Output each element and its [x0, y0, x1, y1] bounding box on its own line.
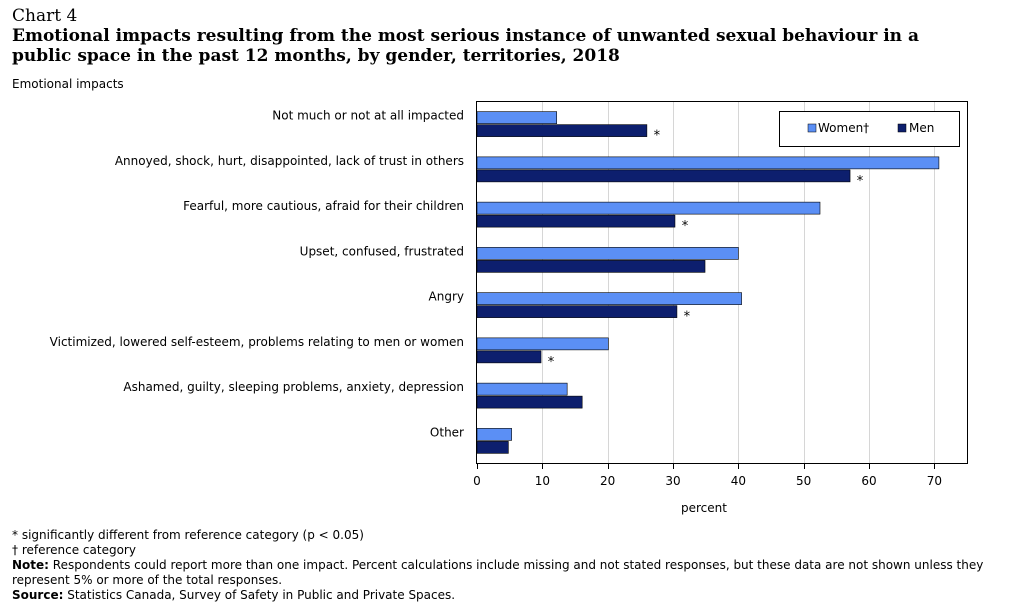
note: Note: Respondents could report more than…: [12, 558, 1012, 588]
category-label: Ashamed, guilty, sleeping problems, anxi…: [123, 380, 464, 394]
x-tick-label: 20: [600, 474, 615, 488]
bars: [476, 111, 940, 454]
legend-label-women: Women†: [818, 121, 869, 135]
x-tick-label: 50: [796, 474, 811, 488]
category-labels: Not much or not at all impacted Annoyed, …: [50, 109, 464, 440]
bar-women: [476, 382, 568, 396]
significance-marker: *: [654, 129, 661, 144]
bar-men: [476, 350, 542, 364]
category-label: Other: [430, 425, 464, 439]
bar-women: [476, 201, 821, 215]
bar-women: [476, 428, 512, 441]
legend-label-men: Men: [909, 121, 934, 135]
x-tick-label: 30: [665, 474, 680, 488]
y-axis-title: Emotional impacts: [12, 77, 124, 91]
bar-men: [476, 214, 676, 228]
source-text: Statistics Canada, Survey of Safety in P…: [63, 588, 456, 602]
category-label: Fearful, more cautious, afraid for their…: [183, 199, 464, 213]
significance-marker: *: [682, 219, 689, 234]
source: Source: Statistics Canada, Survey of Saf…: [12, 588, 1012, 603]
note-text: Respondents could report more than one i…: [12, 558, 984, 587]
bar-women: [476, 292, 742, 305]
x-tick-labels: 0 10 20 30 40 50 60 70: [473, 474, 942, 488]
bar-women: [476, 247, 739, 260]
significance-note: * significantly different from reference…: [12, 528, 364, 542]
legend-swatch-men: [897, 123, 907, 133]
bar-men: [476, 441, 509, 454]
category-label: Angry: [429, 290, 464, 304]
reference-note: † reference category: [12, 543, 136, 557]
significance-markers: * * * * *: [548, 129, 864, 370]
category-label: Victimized, lowered self-esteem, problem…: [50, 335, 464, 349]
bar-chart: * * * * * Not much or not at all impacted Ann…: [50, 101, 968, 515]
bar-men: [476, 260, 706, 273]
bar-women: [476, 337, 609, 351]
significance-marker: *: [684, 310, 691, 325]
x-tick-label: 60: [861, 474, 876, 488]
x-tick-label: 40: [731, 474, 746, 488]
bar-women: [476, 111, 558, 124]
legend: Women† Men: [779, 111, 960, 147]
bar-men: [476, 305, 678, 318]
note-label: Note:: [12, 558, 49, 572]
chart-number: Chart 4: [12, 6, 78, 26]
x-tick-label: 10: [535, 474, 550, 488]
category-label: Annoyed, shock, hurt, disappointed, lack…: [115, 154, 464, 168]
footnotes: * significantly different from reference…: [12, 528, 1012, 603]
bar-women: [476, 156, 940, 170]
significance-marker: *: [857, 174, 864, 189]
x-tick-label: 0: [473, 474, 481, 488]
x-tick-label: 70: [927, 474, 942, 488]
legend-swatch-women: [807, 123, 817, 133]
category-label: Upset, confused, frustrated: [300, 244, 464, 258]
source-label: Source:: [12, 588, 64, 602]
bar-men: [476, 395, 583, 409]
plot-frame: [476, 101, 968, 464]
chart-title: Emotional impacts resulting from the mos…: [12, 26, 919, 66]
bar-men: [476, 169, 851, 183]
significance-marker: *: [548, 355, 555, 370]
bar-men: [476, 124, 648, 137]
x-axis-title: percent: [681, 501, 727, 515]
category-label: Not much or not at all impacted: [272, 109, 464, 123]
